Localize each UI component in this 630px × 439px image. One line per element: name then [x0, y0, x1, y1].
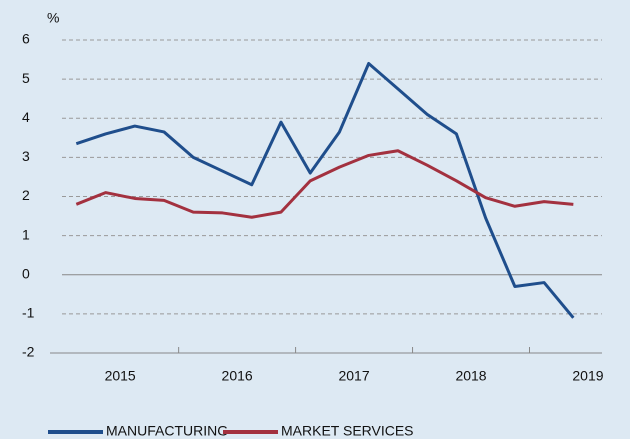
y-tick-label: 0 [22, 265, 30, 281]
x-tick-label: 2018 [455, 368, 486, 384]
y-tick-label: 2 [22, 187, 30, 203]
y-tick-label: -1 [22, 305, 35, 321]
x-tick-label: 2016 [222, 368, 253, 384]
legend-label: MARKET SERVICES [281, 423, 414, 439]
y-tick-label: 4 [22, 109, 30, 125]
line-series [75, 149, 574, 219]
x-tick-label: 2015 [105, 368, 136, 384]
legend-label: MANUFACTURING [106, 423, 228, 439]
y-tick-label: 5 [22, 70, 30, 86]
y-tick-label: -2 [22, 344, 35, 360]
y-tick-label: 3 [22, 148, 30, 164]
y-unit: % [47, 10, 59, 26]
x-tick-label: 2019 [572, 368, 603, 384]
y-tick-label: 1 [22, 226, 30, 242]
x-tick-label: 2017 [338, 368, 369, 384]
line-series [75, 61, 575, 319]
y-tick-label: 6 [22, 31, 30, 47]
